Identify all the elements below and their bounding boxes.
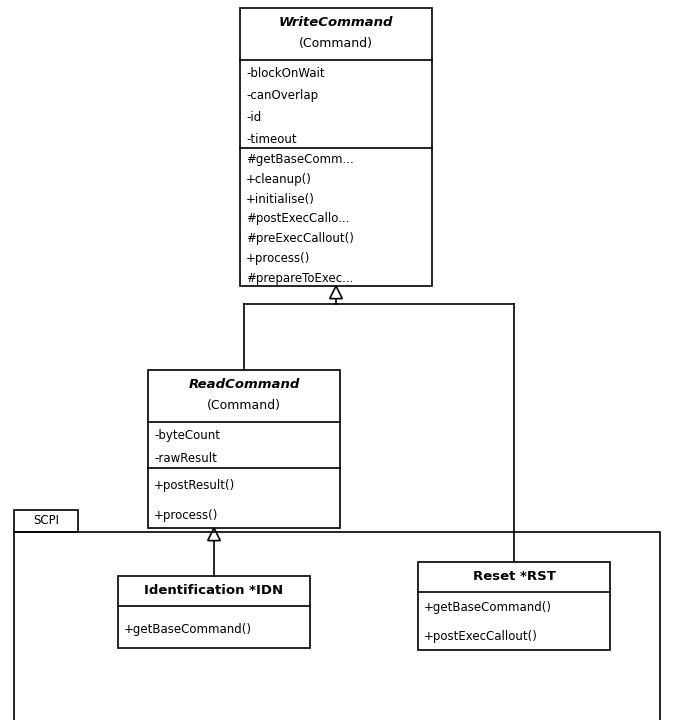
Text: #getBaseComm...: #getBaseComm... — [246, 153, 354, 166]
Text: -byteCount: -byteCount — [154, 429, 220, 442]
Text: -canOverlap: -canOverlap — [246, 89, 318, 102]
Bar — [240, 8, 432, 286]
Bar — [148, 370, 340, 528]
Text: +cleanup(): +cleanup() — [246, 173, 312, 186]
Text: +postResult(): +postResult() — [154, 480, 235, 492]
Text: #postExecCallo...: #postExecCallo... — [246, 212, 349, 225]
Text: Reset *RST: Reset *RST — [472, 570, 555, 583]
Text: +postExecCallout(): +postExecCallout() — [424, 631, 538, 644]
Text: WriteCommand: WriteCommand — [279, 16, 393, 29]
Text: +getBaseCommand(): +getBaseCommand() — [424, 601, 552, 614]
Text: #preExecCallout(): #preExecCallout() — [246, 232, 354, 246]
Text: #prepareToExec...: #prepareToExec... — [246, 271, 353, 284]
Text: (Command): (Command) — [299, 37, 373, 50]
Bar — [118, 576, 310, 648]
Text: +process(): +process() — [154, 510, 218, 523]
Text: +process(): +process() — [246, 252, 310, 265]
Text: SCPI: SCPI — [33, 515, 59, 528]
Text: (Command): (Command) — [207, 399, 281, 412]
Text: -rawResult: -rawResult — [154, 452, 217, 465]
Text: +initialise(): +initialise() — [246, 193, 315, 206]
Text: +getBaseCommand(): +getBaseCommand() — [124, 623, 252, 636]
Text: -blockOnWait: -blockOnWait — [246, 67, 325, 80]
Text: -id: -id — [246, 111, 262, 124]
Bar — [14, 532, 660, 720]
Text: Identification *IDN: Identification *IDN — [144, 585, 284, 598]
Text: -timeout: -timeout — [246, 132, 297, 145]
Text: ReadCommand: ReadCommand — [188, 378, 300, 391]
Bar — [14, 510, 78, 532]
Bar — [418, 562, 610, 650]
